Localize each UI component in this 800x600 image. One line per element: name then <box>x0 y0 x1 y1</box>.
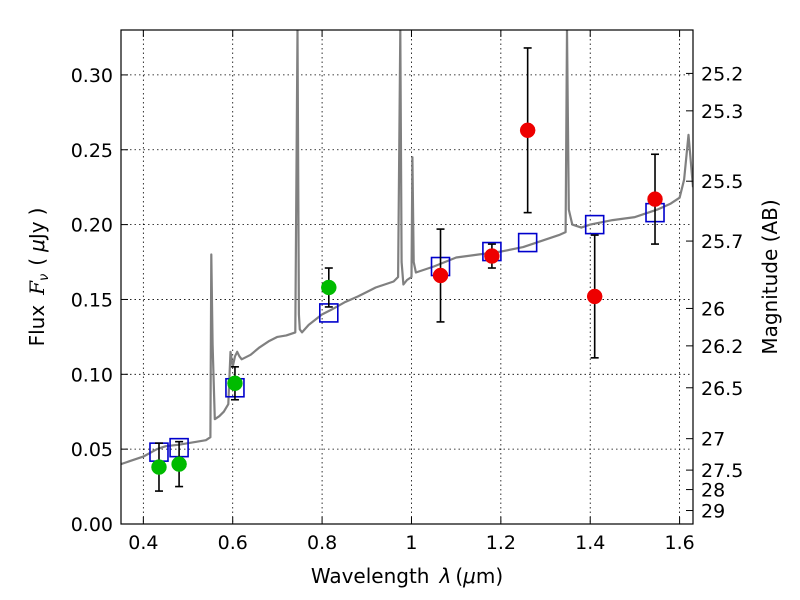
x-tick-label: 1.2 <box>486 532 516 554</box>
y2-tick-label: 26.2 <box>701 336 743 358</box>
y-tick-label: 0.25 <box>71 140 113 162</box>
grid <box>121 30 693 525</box>
nir-data-point <box>484 248 500 264</box>
ticks <box>121 30 693 525</box>
x-tick-label: 0.4 <box>128 532 158 554</box>
nir-data-point <box>432 267 449 284</box>
y2-tick-label: 25.7 <box>701 231 743 253</box>
y2-tick-label: 25.5 <box>701 171 743 193</box>
spectrum-layer <box>121 30 693 466</box>
optical-data-point <box>151 459 167 475</box>
x-tick-label: 1.6 <box>664 532 694 554</box>
y-tick-label: 0.30 <box>71 65 113 87</box>
y2-tick-label: 27 <box>701 429 725 451</box>
y-tick-label: 0.10 <box>71 364 113 386</box>
optical-data-point <box>171 456 187 472</box>
y-axis-label: FluxFν(μJy) <box>25 208 52 347</box>
model-photometry-layer <box>149 202 665 462</box>
x-tick-label: 1 <box>405 532 417 554</box>
nir-data-point <box>586 288 603 305</box>
y2-tick-label: 25.3 <box>701 101 743 123</box>
y-tick-labels: 0.00 0.05 0.10 0.15 0.20 0.25 0.30 <box>71 65 113 536</box>
y2-axis-label: Magnitude (AB) <box>758 199 782 354</box>
observed-photometry-layer <box>151 122 663 475</box>
x-tick-label: 0.6 <box>218 532 248 554</box>
errorbar-layer <box>154 47 660 492</box>
y-tick-label: 0.15 <box>71 289 113 311</box>
y2-tick-label: 27.5 <box>701 460 743 482</box>
plot-frame <box>120 29 694 525</box>
model-photometry-square <box>584 214 605 235</box>
y2-tick-label: 28 <box>701 480 725 502</box>
x-tick-labels: 0.4 0.6 0.8 1 1.2 1.4 1.6 <box>128 532 694 554</box>
x-axis-label: Wavelength λ (μm) <box>311 564 503 588</box>
y2-tick-label: 29 <box>701 501 725 523</box>
y-tick-label: 0.05 <box>71 439 113 461</box>
optical-data-point <box>321 279 337 296</box>
y-tick-label: 0.00 <box>71 514 113 536</box>
y-tick-label: 0.20 <box>71 215 113 237</box>
spectrum-line <box>121 30 693 466</box>
nir-data-point <box>647 191 663 207</box>
y2-tick-label: 26.5 <box>701 378 743 400</box>
y2-tick-label: 26 <box>701 298 725 320</box>
x-tick-label: 0.8 <box>307 532 337 554</box>
optical-data-point <box>227 375 243 392</box>
nir-data-point <box>519 122 536 139</box>
model-photometry-square <box>517 232 538 253</box>
y2-tick-label: 25.2 <box>701 63 743 85</box>
x-tick-label: 1.4 <box>575 532 605 554</box>
